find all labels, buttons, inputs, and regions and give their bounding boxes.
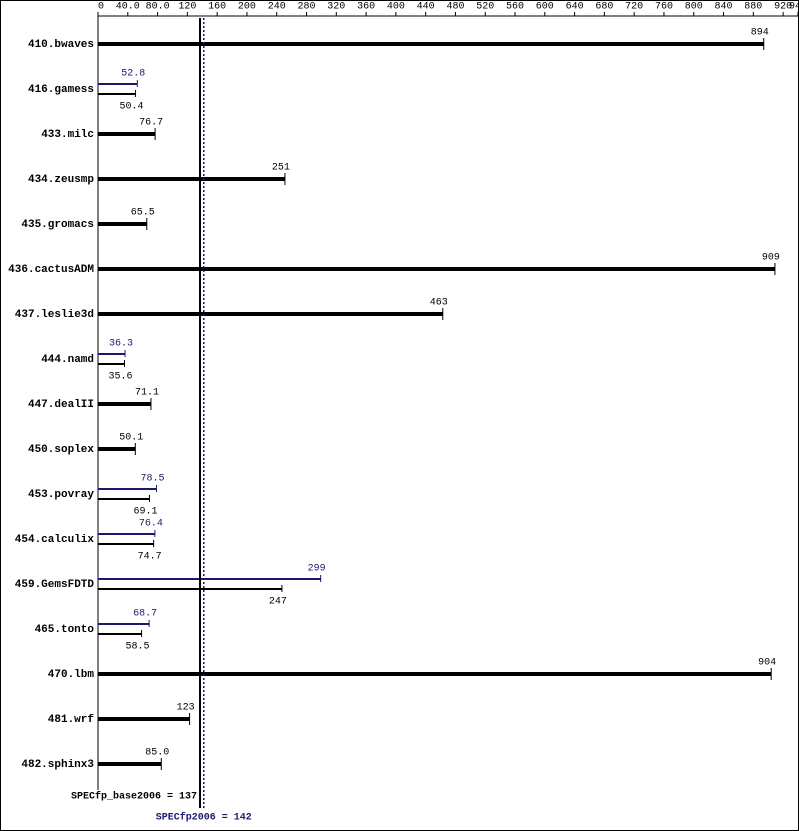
bar	[98, 177, 285, 181]
value-label: 71.1	[135, 388, 159, 399]
value-label: 909	[762, 253, 780, 264]
value-label: 299	[308, 564, 326, 575]
x-tick-label: 680	[595, 2, 613, 13]
x-tick-label: 480	[446, 2, 464, 13]
value-label: 35.6	[109, 372, 133, 383]
category-label: 434.zeusmp	[28, 174, 94, 186]
x-tick-label: 760	[655, 2, 673, 13]
bar	[98, 312, 443, 316]
category-label: 453.povray	[28, 489, 94, 501]
reference-label: SPECfp2006 = 142	[156, 812, 252, 824]
category-label: 454.calculix	[15, 534, 95, 546]
value-label: 76.4	[139, 519, 163, 530]
x-tick-label: 600	[536, 2, 554, 13]
category-label: 465.tonto	[35, 624, 95, 636]
bar	[98, 498, 150, 500]
bar	[98, 672, 772, 676]
x-tick-label: 160	[208, 2, 226, 13]
bar	[98, 93, 136, 95]
x-tick-label: 400	[387, 2, 405, 13]
category-label: 470.lbm	[48, 669, 95, 681]
value-label: 36.3	[109, 339, 133, 350]
value-label: 904	[758, 658, 776, 669]
bar-peak	[98, 578, 321, 580]
value-label: 78.5	[140, 474, 164, 485]
value-label: 74.7	[138, 552, 162, 563]
x-tick-label: 920	[774, 2, 792, 13]
category-label: 450.soplex	[28, 444, 94, 456]
bar	[98, 42, 764, 46]
category-label: 482.sphinx3	[21, 759, 94, 771]
x-tick-label: 440	[417, 2, 435, 13]
value-label: 76.7	[139, 118, 163, 129]
category-label: 416.gamess	[28, 84, 94, 96]
category-label: 444.namd	[41, 354, 94, 366]
value-label: 58.5	[126, 642, 150, 653]
bar	[98, 762, 162, 766]
value-label: 69.1	[133, 507, 157, 518]
x-tick-label: 880	[744, 2, 762, 13]
x-tick-label: 800	[685, 2, 703, 13]
bar	[98, 402, 151, 406]
bar	[98, 132, 156, 136]
x-tick-label: 0	[98, 2, 104, 13]
value-label: 65.5	[131, 208, 155, 219]
value-label: 50.1	[119, 433, 143, 444]
category-label: 447.dealII	[28, 399, 94, 411]
bar	[98, 717, 190, 721]
x-tick-label: 200	[238, 2, 256, 13]
reference-label: SPECfp_base2006 = 137	[71, 791, 197, 803]
bar-peak	[98, 83, 138, 85]
bar	[98, 222, 147, 226]
x-tick-label: 40.0	[116, 2, 140, 13]
x-tick-label: 720	[625, 2, 643, 13]
x-tick-label: 560	[506, 2, 524, 13]
x-tick-label: 120	[178, 2, 196, 13]
bar	[98, 447, 136, 451]
value-label: 68.7	[133, 609, 157, 620]
bar	[98, 588, 282, 590]
bar	[98, 267, 775, 271]
category-label: 435.gromacs	[21, 219, 94, 231]
value-label: 247	[269, 597, 287, 608]
category-label: 437.leslie3d	[15, 309, 94, 321]
x-tick-label: 80.0	[146, 2, 170, 13]
bar-peak	[98, 533, 155, 535]
value-label: 251	[272, 163, 290, 174]
bar-peak	[98, 353, 126, 355]
value-label: 123	[177, 703, 195, 714]
category-label: 481.wrf	[48, 714, 95, 726]
x-tick-label: 280	[298, 2, 316, 13]
category-label: 433.milc	[41, 129, 94, 141]
x-tick-label: 640	[566, 2, 584, 13]
bar	[98, 543, 154, 545]
category-label: 459.GemsFDTD	[15, 579, 95, 591]
x-tick-label: 940	[789, 2, 799, 13]
bar-peak	[98, 488, 157, 490]
x-tick-label: 840	[715, 2, 733, 13]
bar	[98, 363, 125, 365]
x-tick-label: 240	[268, 2, 286, 13]
category-label: 410.bwaves	[28, 39, 94, 51]
value-label: 463	[430, 298, 448, 309]
x-tick-label: 320	[327, 2, 345, 13]
value-label: 50.4	[120, 102, 144, 113]
x-tick-label: 520	[476, 2, 494, 13]
x-tick-label: 360	[357, 2, 375, 13]
value-label: 85.0	[145, 748, 169, 759]
value-label: 894	[751, 28, 769, 39]
value-label: 52.8	[121, 69, 145, 80]
category-label: 436.cactusADM	[8, 264, 94, 276]
bar	[98, 633, 142, 635]
bar-peak	[98, 623, 150, 625]
